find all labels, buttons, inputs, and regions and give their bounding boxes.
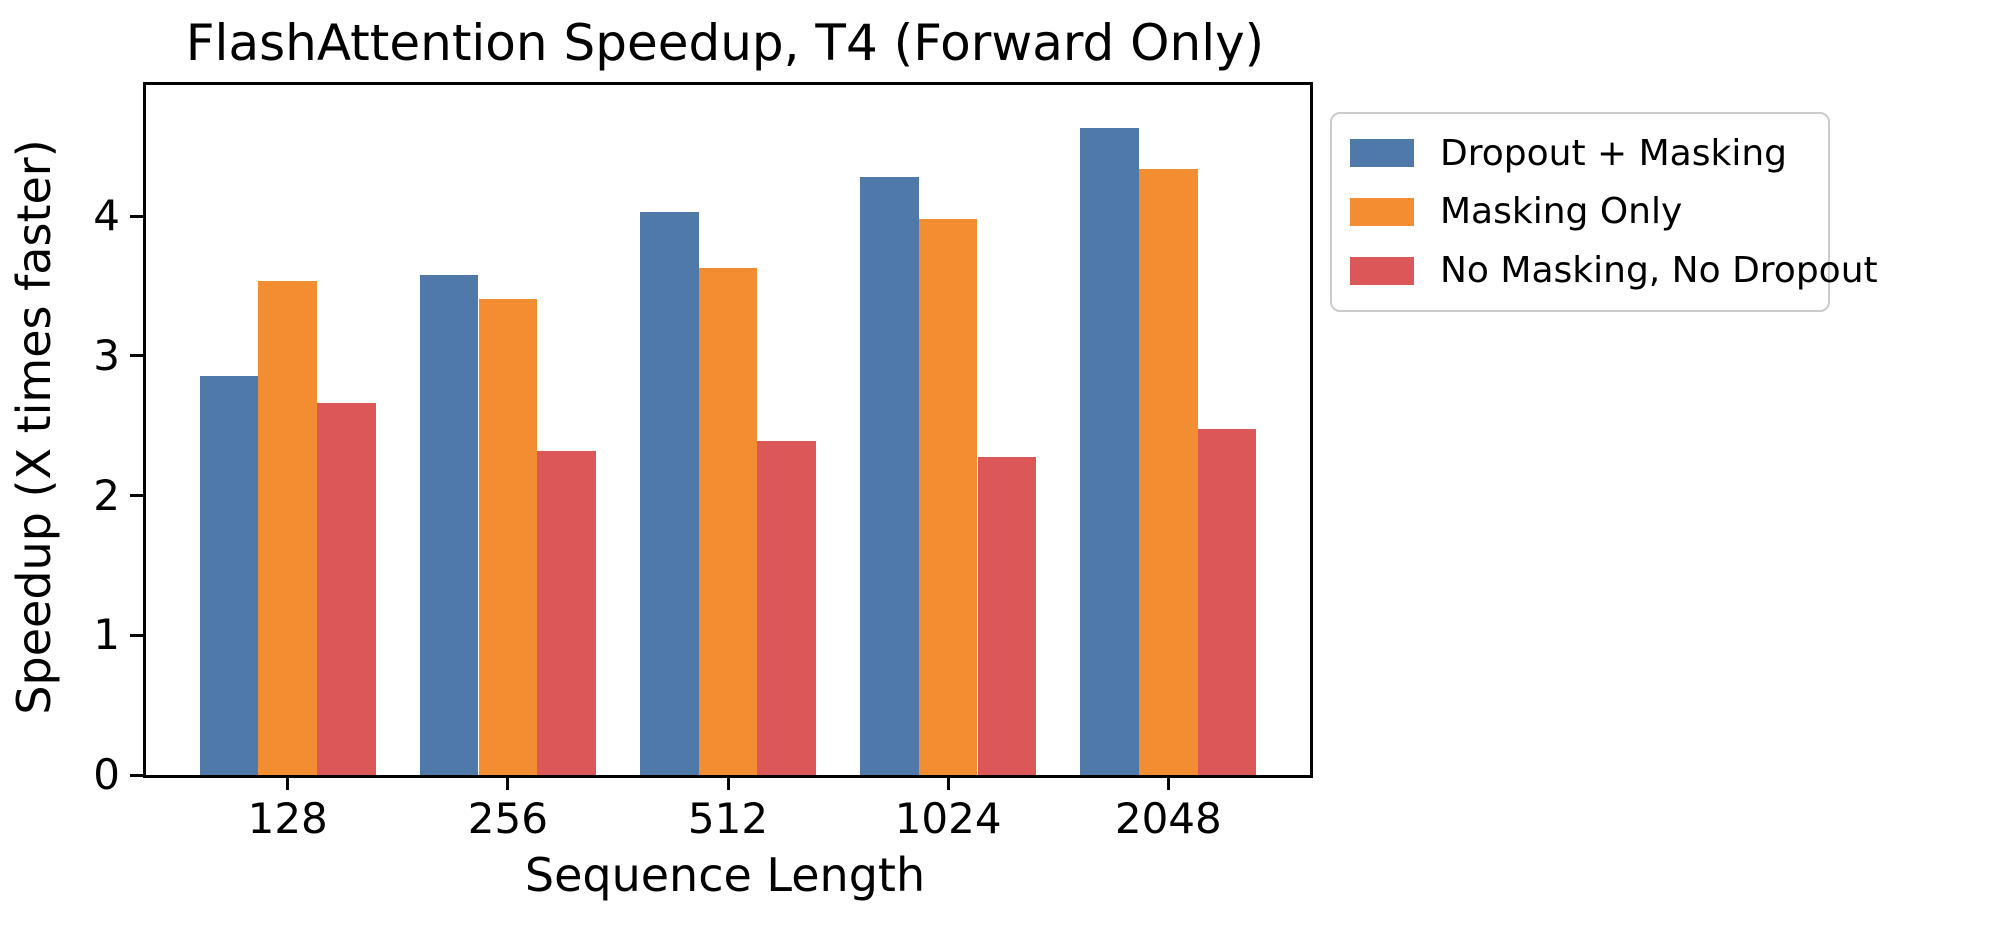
legend-label: No Masking, No Dropout xyxy=(1440,250,1878,292)
x-tick xyxy=(506,775,510,790)
x-tick-label: 2048 xyxy=(1114,794,1222,843)
x-tick xyxy=(1166,775,1170,790)
y-tick xyxy=(130,354,146,358)
bar-128-series-0 xyxy=(199,375,259,775)
x-tick-label: 512 xyxy=(687,794,769,843)
legend: Dropout + Masking Masking Only No Masking,… xyxy=(1330,112,1878,312)
legend-item-2: No Masking, No Dropout xyxy=(1350,250,1878,291)
y-tick-label: 0 xyxy=(93,750,120,799)
legend-label: Masking Only xyxy=(1440,191,1683,233)
x-tick-label: 1024 xyxy=(894,794,1002,843)
y-tick-label: 4 xyxy=(93,191,120,241)
x-tick xyxy=(946,775,950,790)
bar-128-series-1 xyxy=(258,280,318,775)
x-tick xyxy=(726,775,730,790)
legend-swatch xyxy=(1350,197,1414,226)
bar-1024-series-0 xyxy=(860,177,919,775)
x-tick-label: 256 xyxy=(467,794,548,843)
bar-256-series-0 xyxy=(419,274,479,775)
bar-2048-series-2 xyxy=(1197,428,1257,775)
bar-1024-series-2 xyxy=(977,456,1037,775)
bar-256-series-1 xyxy=(478,298,538,775)
legend-item-0: Dropout + Masking xyxy=(1350,133,1810,174)
bar-256-series-2 xyxy=(537,450,596,775)
y-tick xyxy=(130,214,146,218)
bar-512-series-0 xyxy=(639,212,699,775)
plot-area: 128 256 512 1024 2048 0 1 2 3 4 xyxy=(93,82,1313,841)
legend-swatch xyxy=(1350,256,1414,285)
bar-128-series-2 xyxy=(317,403,376,775)
legend-swatch xyxy=(1350,139,1414,168)
bar-2048-series-0 xyxy=(1080,128,1139,775)
y-tick-label: 3 xyxy=(93,330,120,380)
y-tick-label: 2 xyxy=(93,470,120,520)
x-tick-label: 128 xyxy=(247,794,328,843)
chart-title: FlashAttention Speedup, T4 (Forward Only… xyxy=(185,14,1265,72)
bar-512-series-1 xyxy=(698,267,758,775)
bar-512-series-2 xyxy=(757,441,817,775)
x-tick xyxy=(286,775,290,790)
legend-label: Dropout + Masking xyxy=(1440,132,1788,174)
legend-item-1: Masking Only xyxy=(1350,191,1810,232)
y-tick xyxy=(130,494,146,498)
y-tick-label: 1 xyxy=(93,610,120,660)
bar-2048-series-1 xyxy=(1138,168,1198,775)
y-tick xyxy=(130,633,146,637)
bar-1024-series-1 xyxy=(918,219,978,775)
y-tick xyxy=(130,773,146,777)
x-axis-label: Sequence Length xyxy=(524,848,926,902)
